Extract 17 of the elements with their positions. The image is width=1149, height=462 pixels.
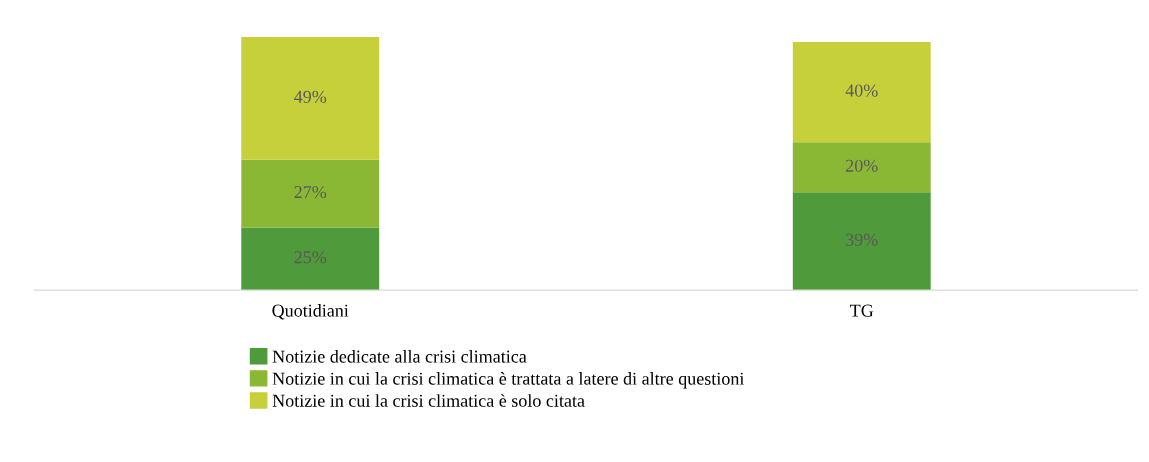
x-tick-label: Quotidiani — [272, 304, 349, 320]
bar — [241, 159, 380, 228]
x-tick-label: TG — [850, 304, 874, 317]
bar — [792, 142, 931, 193]
legend-label: Notizie dedicate alla crisi climatica — [272, 350, 527, 363]
legend-label: Notizie in cui la crisi climatica è solo citata — [272, 394, 585, 407]
data-label: 20% — [846, 159, 878, 172]
bar — [241, 227, 380, 291]
data-label: 25% — [294, 251, 327, 264]
data-label: 27% — [294, 185, 327, 199]
bar — [792, 41, 931, 143]
data-label: 49% — [294, 90, 327, 103]
data-label: 39% — [846, 233, 878, 246]
bar — [241, 36, 380, 160]
legend-label: Notizie in cui la crisi climatica è trattata a latere di altre questioni — [272, 372, 745, 389]
bar — [792, 192, 931, 291]
data-label: 40% — [845, 84, 878, 97]
